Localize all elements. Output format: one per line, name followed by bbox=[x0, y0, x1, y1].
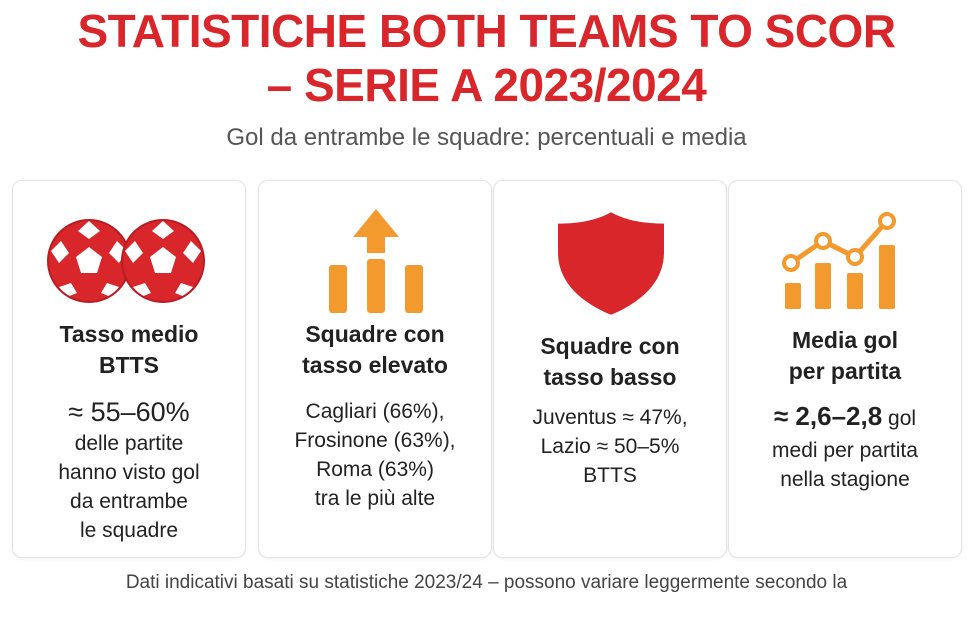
card-body: Juventus ≈ 47%, Lazio ≈ 50–5% BTTS bbox=[532, 406, 688, 487]
btts-percentage: ≈ 55–60% bbox=[68, 397, 190, 427]
goals-average: ≈ 2,6–2,8 gol bbox=[773, 401, 917, 431]
card-body: ≈ 2,6–2,8 gol medi per partita nella sta… bbox=[735, 399, 955, 494]
card-low-rate-teams: Squadre con tasso basso Juventus ≈ 47%, … bbox=[493, 180, 727, 558]
card-title: Squadre con tasso basso bbox=[540, 333, 680, 390]
stats-cards: Tasso medio BTTS ≈ 55–60% delle partite … bbox=[12, 180, 962, 560]
card-body: ≈ 55–60% delle partite hanno visto gol d… bbox=[19, 395, 239, 545]
soccer-balls-icon bbox=[13, 201, 245, 321]
page-title: STATISTICHE BOTH TEAMS TO SCOR – SERIE A… bbox=[0, 4, 973, 112]
page-subtitle: Gol da entrambe le squadre: percentuali … bbox=[226, 124, 747, 151]
card-goals-per-match: Media gol per partita ≈ 2,6–2,8 gol medi… bbox=[728, 180, 962, 558]
card-title: Tasso medio BTTS bbox=[59, 321, 199, 378]
card-title: Squadre con tasso elevato bbox=[302, 321, 448, 378]
card-title: Media gol per partita bbox=[788, 327, 902, 384]
card-high-rate-teams: Squadre con tasso elevato Cagliari (66%)… bbox=[258, 180, 492, 558]
footnote: Dati indicativi basati su statistiche 20… bbox=[125, 572, 848, 593]
title-line-2: – SERIE A 2023/2024 bbox=[266, 59, 707, 111]
shield-icon bbox=[494, 201, 726, 321]
card-body: Cagliari (66%), Frosinone (63%), Roma (6… bbox=[294, 400, 456, 510]
line-bar-chart-icon bbox=[729, 201, 961, 321]
bar-chart-up-arrow-icon bbox=[259, 201, 491, 321]
title-line-1: STATISTICHE BOTH TEAMS TO SCOR bbox=[77, 5, 896, 57]
card-btts-average: Tasso medio BTTS ≈ 55–60% delle partite … bbox=[12, 180, 246, 558]
